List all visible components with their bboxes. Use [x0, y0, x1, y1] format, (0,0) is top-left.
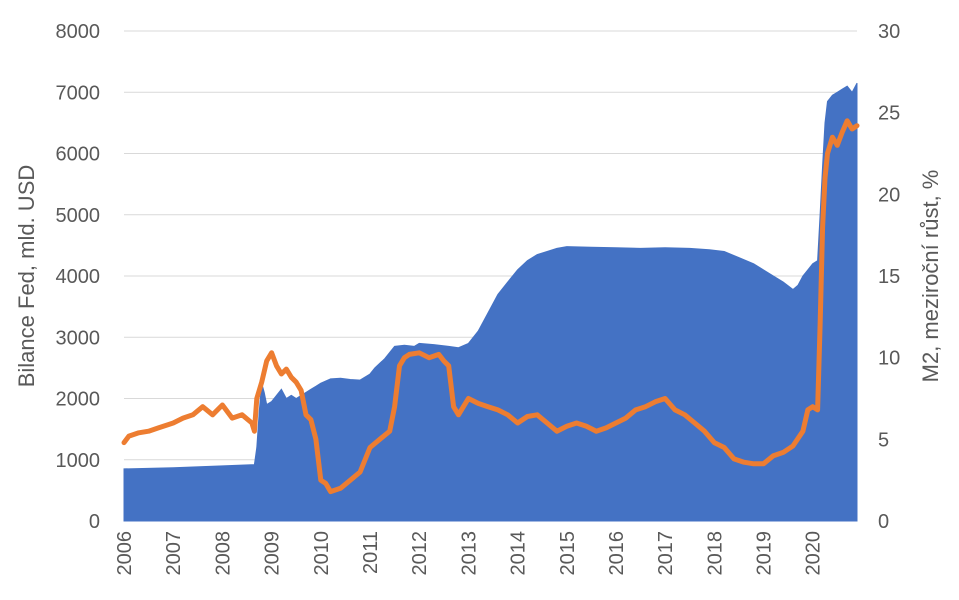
x-tick-label: 2011	[360, 531, 382, 574]
y-left-tick-label: 8000	[56, 21, 101, 43]
m2-growth-line-path	[121, 118, 860, 495]
y-right-tick-label: 30	[878, 21, 900, 43]
y-right-tick-label: 5	[878, 429, 889, 451]
y-right-tick-label: 0	[878, 511, 889, 533]
y-left-tick-label: 5000	[56, 205, 101, 227]
y-axis-left-title: Bilance Fed, mld. USD	[14, 165, 39, 388]
x-tick-label: 2007	[163, 531, 185, 576]
x-tick-label: 2015	[557, 531, 579, 576]
fed-balance-area	[123, 82, 858, 522]
y-left-tick-label: 3000	[56, 327, 101, 349]
y-left-tick-label: 2000	[56, 389, 101, 411]
x-tick-label: 2010	[311, 531, 333, 576]
x-tick-label: 2017	[655, 531, 677, 576]
gridlines	[124, 30, 857, 522]
y-right-tick-label: 20	[878, 184, 900, 206]
x-tick-label: 2009	[262, 531, 284, 576]
y-left-tick-label: 7000	[56, 82, 101, 104]
fed-balance-area-path	[123, 82, 858, 522]
x-tick-label: 2006	[114, 531, 136, 576]
x-tick-label: 2012	[409, 531, 431, 576]
x-tick-label: 2019	[754, 531, 776, 576]
y-left-tick-label: 0	[89, 511, 100, 533]
m2-growth-line	[121, 118, 860, 495]
y-axis-right-title: M2, meziroční růst, %	[918, 170, 943, 383]
y-right-tick-label: 15	[878, 266, 900, 288]
x-tick-label: 2020	[803, 531, 825, 576]
x-axis-ticks: 2006 2007 2008 2009 2010 2011 2012 2013 2014 2015…	[114, 531, 825, 576]
x-tick-label: 2013	[458, 531, 480, 576]
x-tick-label: 2014	[508, 531, 530, 576]
x-tick-label: 2016	[606, 531, 628, 576]
x-tick-label: 2008	[212, 531, 234, 576]
y-right-tick-label: 10	[878, 348, 900, 370]
x-tick-label: 2018	[704, 531, 726, 576]
y-left-tick-label: 4000	[56, 266, 101, 288]
y-axis-right-ticks: 0 5 10 15 20 25 30	[878, 21, 900, 533]
y-axis-left-ticks: 0 1000 2000 3000 4000 5000 6000 7000 8000	[56, 21, 101, 533]
y-left-tick-label: 6000	[56, 144, 101, 166]
y-right-tick-label: 25	[878, 103, 900, 125]
y-left-tick-label: 1000	[56, 450, 101, 472]
